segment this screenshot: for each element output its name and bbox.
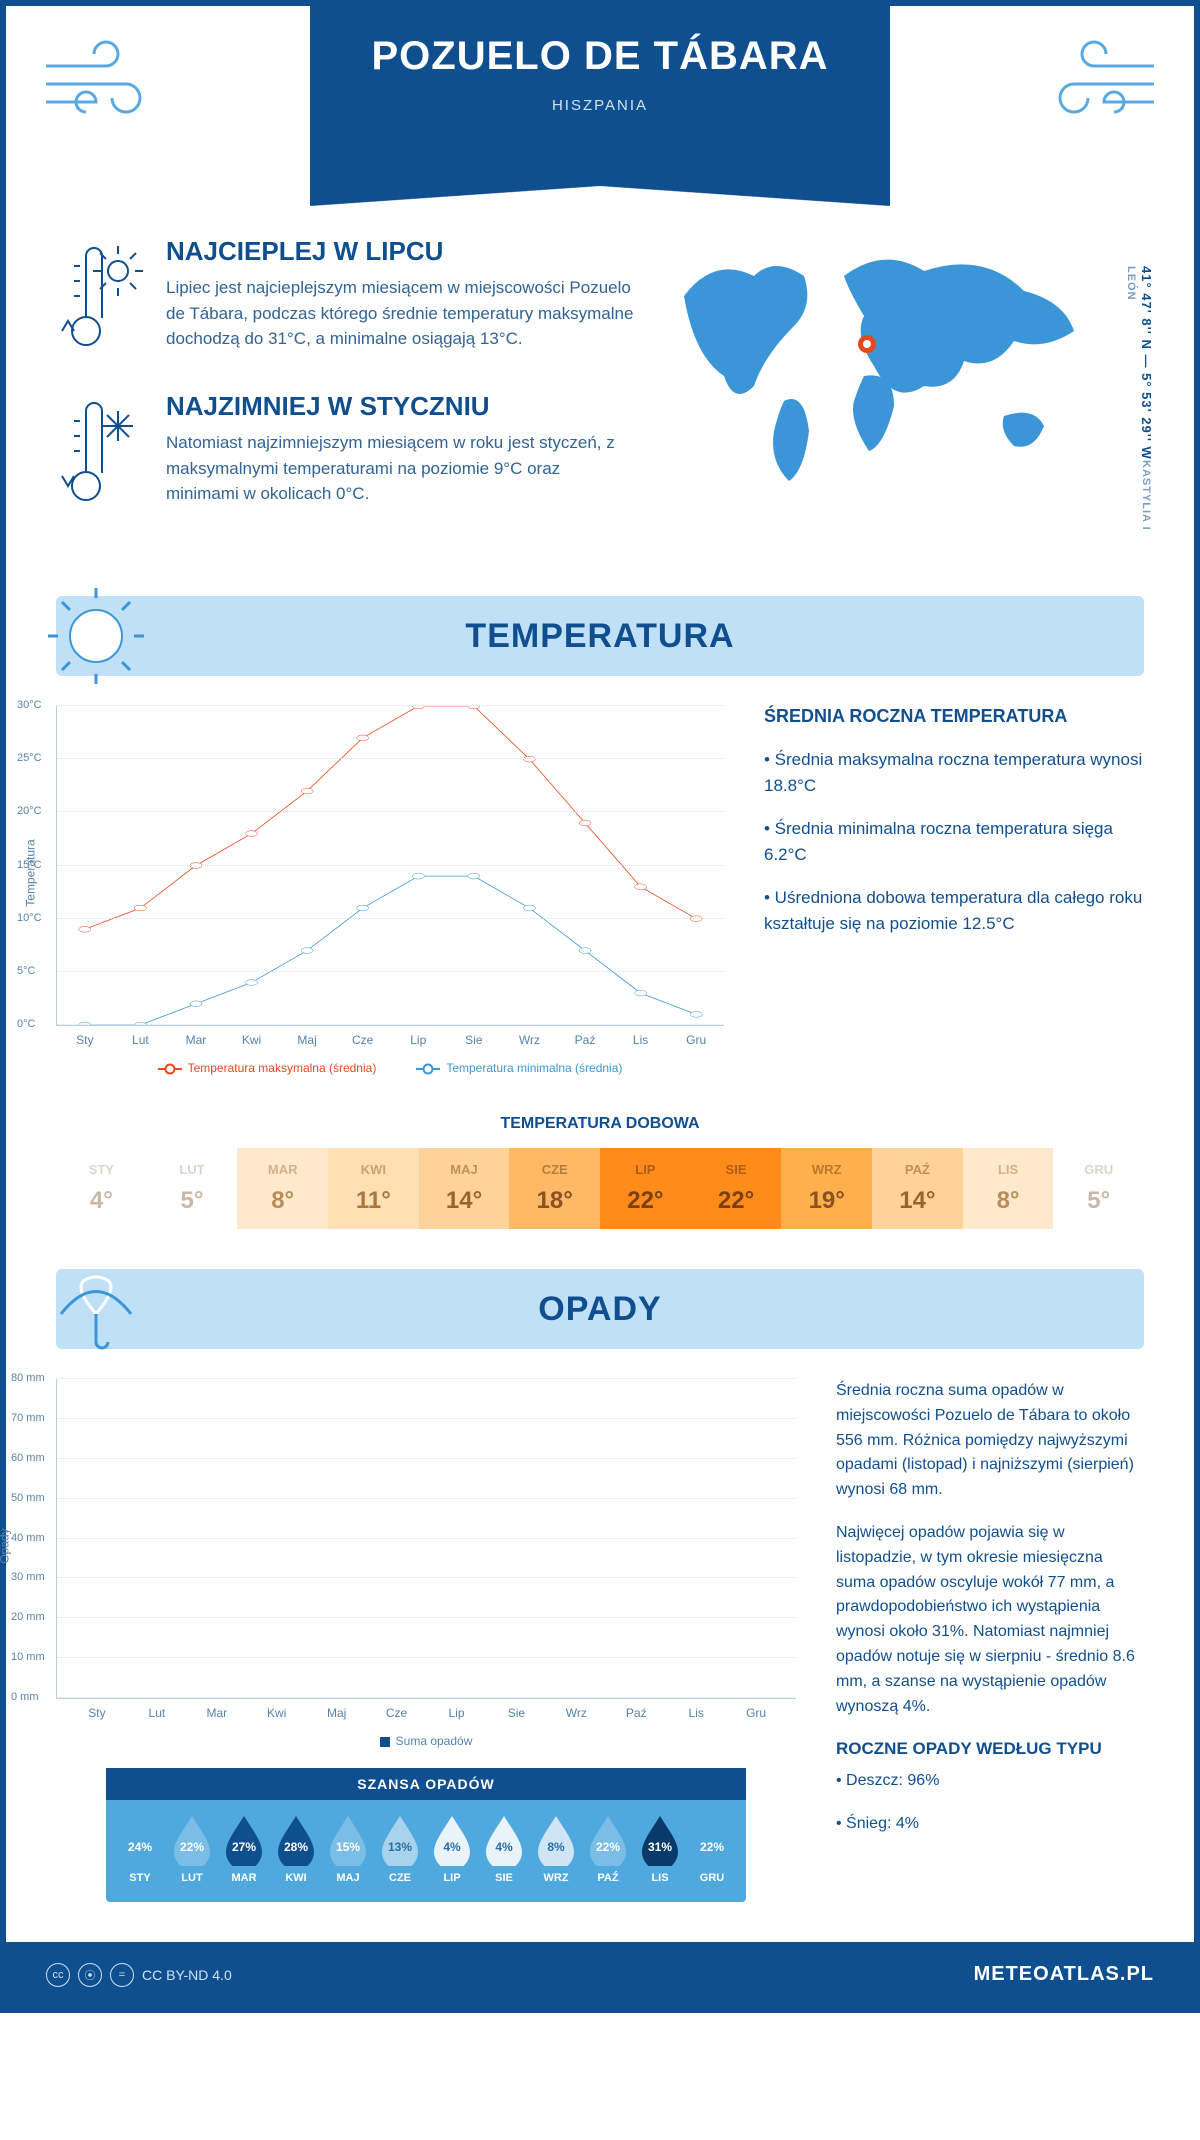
- precipitation-stats: Średnia roczna suma opadów w miejscowośc…: [836, 1379, 1144, 1932]
- daily-temp-cell: CZE18°: [509, 1148, 600, 1229]
- legend-max-temp: Temperatura maksymalna (średnia): [158, 1061, 377, 1075]
- precip-type-line: • Śnieg: 4%: [836, 1812, 1144, 1837]
- hottest-text: Lipiec jest najcieplejszym miesiącem w m…: [166, 275, 634, 352]
- daily-temp-strip: STY4°LUT5°MAR8°KWI11°MAJ14°CZE18°LIP22°S…: [56, 1148, 1144, 1229]
- intro-section: NAJCIEPLEJ W LIPCU Lipiec jest najcieple…: [6, 186, 1194, 576]
- wind-icon-right: [1034, 26, 1164, 131]
- daily-temp-cell: WRZ19°: [781, 1148, 872, 1229]
- license-block: cc ⦿ = CC BY-ND 4.0: [46, 1963, 232, 1987]
- infographic-page: POZUELO DE TÁBARA HISZPANIA NAJCIEPLEJ W…: [0, 0, 1200, 2013]
- daily-temp-cell: LUT5°: [147, 1148, 238, 1229]
- chance-drop-cell: 22%PAŹ: [582, 1814, 634, 1884]
- daily-temp-cell: GRU5°: [1053, 1148, 1144, 1229]
- precipitation-chance-box: SZANSA OPADÓW 24%STY22%LUT27%MAR28%KWI15…: [106, 1768, 746, 1902]
- title-banner: POZUELO DE TÁBARA HISZPANIA: [310, 6, 890, 186]
- chance-drop-cell: 31%LIS: [634, 1814, 686, 1884]
- page-header: POZUELO DE TÁBARA HISZPANIA: [6, 6, 1194, 186]
- license-text: CC BY-ND 4.0: [142, 1967, 232, 1983]
- precipitation-bar-chart: Opady StyLutMarKwiMajCzeLipSieWrzPaźLisG…: [56, 1379, 796, 1699]
- temperature-line-chart: Temperatura StyLutMarKwiMajCzeLipSieWrzP…: [56, 706, 724, 1026]
- daily-temp-cell: SIE22°: [691, 1148, 782, 1229]
- precip-para-2: Najwięcej opadów pojawia się w listopadz…: [836, 1521, 1144, 1719]
- temperature-content: Temperatura StyLutMarKwiMajCzeLipSieWrzP…: [6, 676, 1194, 1085]
- chance-drop-cell: 8%WRZ: [530, 1814, 582, 1884]
- temperature-heading: TEMPERATURA: [465, 617, 734, 656]
- precipitation-chart-box: Opady StyLutMarKwiMajCzeLipSieWrzPaźLisG…: [56, 1379, 796, 1932]
- temperature-section-bar: TEMPERATURA: [56, 596, 1144, 676]
- intro-text-column: NAJCIEPLEJ W LIPCU Lipiec jest najcieple…: [56, 236, 634, 546]
- chance-drop-cell: 24%STY: [114, 1814, 166, 1884]
- wind-icon-left: [36, 26, 166, 131]
- country-subtitle: HISZPANIA: [330, 97, 870, 114]
- location-title: POZUELO DE TÁBARA: [330, 34, 870, 79]
- legend-min-temp: Temperatura minimalna (średnia): [416, 1061, 622, 1075]
- daily-temp-cell: MAJ14°: [419, 1148, 510, 1229]
- precip-type-line: • Deszcz: 96%: [836, 1769, 1144, 1794]
- coldest-title: NAJZIMNIEJ W STYCZNIU: [166, 391, 634, 422]
- thermometer-snow-icon: [56, 391, 146, 516]
- nd-icon: =: [110, 1963, 134, 1987]
- temperature-chart-box: Temperatura StyLutMarKwiMajCzeLipSieWrzP…: [56, 706, 724, 1075]
- thermometer-sun-icon: [56, 236, 146, 361]
- coldest-text: Natomiast najzimniejszym miesiącem w rok…: [166, 430, 634, 507]
- daily-temp-title: TEMPERATURA DOBOWA: [6, 1115, 1194, 1133]
- cc-icon: cc: [46, 1963, 70, 1987]
- precipitation-section-bar: OPADY: [56, 1269, 1144, 1349]
- hottest-title: NAJCIEPLEJ W LIPCU: [166, 236, 634, 267]
- site-name: METEOATLAS.PL: [974, 1963, 1154, 1986]
- temp-stat-line: • Uśredniona dobowa temperatura dla całe…: [764, 885, 1144, 936]
- chance-drop-cell: 4%LIP: [426, 1814, 478, 1884]
- temp-stat-line: • Średnia minimalna roczna temperatura s…: [764, 816, 1144, 867]
- daily-temp-cell: PAŹ14°: [872, 1148, 963, 1229]
- chance-drop-cell: 15%MAJ: [322, 1814, 374, 1884]
- precipitation-legend: Suma opadów: [56, 1734, 796, 1748]
- coordinates-label: 41° 47' 8'' N — 5° 53' 29'' WKASTYLIA I …: [1124, 266, 1154, 546]
- precipitation-content: Opady StyLutMarKwiMajCzeLipSieWrzPaźLisG…: [6, 1349, 1194, 1942]
- location-marker: [858, 335, 876, 353]
- page-footer: cc ⦿ = CC BY-ND 4.0 METEOATLAS.PL: [6, 1942, 1194, 2007]
- precip-chart-ylabel: Opady: [0, 1528, 12, 1563]
- hottest-block: NAJCIEPLEJ W LIPCU Lipiec jest najcieple…: [56, 236, 634, 361]
- temp-stat-line: • Średnia maksymalna roczna temperatura …: [764, 747, 1144, 798]
- sun-icon: [46, 586, 146, 686]
- chance-drop-cell: 28%KWI: [270, 1814, 322, 1884]
- daily-temp-cell: KWI11°: [328, 1148, 419, 1229]
- chance-title: SZANSA OPADÓW: [106, 1768, 746, 1800]
- coldest-block: NAJZIMNIEJ W STYCZNIU Natomiast najzimni…: [56, 391, 634, 516]
- by-icon: ⦿: [78, 1963, 102, 1987]
- daily-temp-cell: MAR8°: [237, 1148, 328, 1229]
- daily-temp-cell: LIS8°: [963, 1148, 1054, 1229]
- precip-types-title: ROCZNE OPADY WEDŁUG TYPU: [836, 1739, 1144, 1759]
- chance-drop-cell: 22%LUT: [166, 1814, 218, 1884]
- temperature-stats: ŚREDNIA ROCZNA TEMPERATURA • Średnia mak…: [764, 706, 1144, 1075]
- daily-temp-cell: LIP22°: [600, 1148, 691, 1229]
- precipitation-heading: OPADY: [538, 1290, 661, 1329]
- umbrella-icon: [46, 1259, 146, 1359]
- map-column: 41° 47' 8'' N — 5° 53' 29'' WKASTYLIA I …: [664, 236, 1144, 546]
- temperature-legend: Temperatura maksymalna (średnia) Tempera…: [56, 1061, 724, 1075]
- temp-stats-title: ŚREDNIA ROCZNA TEMPERATURA: [764, 706, 1144, 727]
- precip-para-1: Średnia roczna suma opadów w miejscowośc…: [836, 1379, 1144, 1503]
- chance-drop-cell: 27%MAR: [218, 1814, 270, 1884]
- temp-chart-ylabel: Temperatura: [24, 839, 38, 906]
- daily-temp-cell: STY4°: [56, 1148, 147, 1229]
- chance-drop-cell: 22%GRU: [686, 1814, 738, 1884]
- chance-drop-cell: 13%CZE: [374, 1814, 426, 1884]
- world-map: [664, 236, 1094, 496]
- chance-drop-cell: 4%SIE: [478, 1814, 530, 1884]
